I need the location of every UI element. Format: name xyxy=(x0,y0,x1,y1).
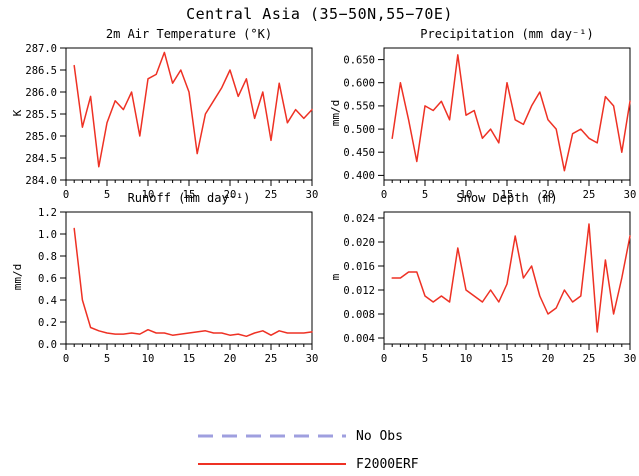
panel-snow-depth: Snow Depth (m) m 0 5 10 15 20 25 30 0.004 0.008 0… xyxy=(326,190,639,372)
svg-text:25: 25 xyxy=(265,189,278,201)
svg-text:284.0: 284.0 xyxy=(25,175,57,187)
figure-title: Central Asia (35−50N,55−70E) xyxy=(186,5,453,23)
svg-text:0.012: 0.012 xyxy=(343,285,375,297)
svg-text:25: 25 xyxy=(265,353,278,365)
no-obs-line-icon xyxy=(198,434,346,438)
precipitation-plot: 0 5 10 15 20 25 30 0.400 0.450 0.500 0.550 0.600 0.6… xyxy=(343,47,637,201)
svg-text:5: 5 xyxy=(422,189,428,201)
air-temperature-plot: 0 5 10 15 20 25 30 284.0 284.5 285.0 285.5 286.0 286… xyxy=(25,43,319,201)
svg-text:30: 30 xyxy=(624,189,637,201)
svg-text:0.2: 0.2 xyxy=(38,317,57,329)
svg-text:0.024: 0.024 xyxy=(343,213,375,225)
svg-text:285.5: 285.5 xyxy=(25,109,57,121)
svg-text:1.0: 1.0 xyxy=(38,229,57,241)
snow-depth-plot: 0 5 10 15 20 25 30 0.004 0.008 0.012 0.016 0.020 0.0… xyxy=(343,211,637,365)
chart-title-runoff: Runoff (mm day⁻¹) xyxy=(127,191,251,205)
svg-text:0.600: 0.600 xyxy=(343,78,375,90)
svg-text:0.450: 0.450 xyxy=(343,147,375,159)
legend: No Obs F2000ERF xyxy=(198,424,419,476)
svg-text:286.0: 286.0 xyxy=(25,87,57,99)
svg-text:15: 15 xyxy=(183,353,196,365)
svg-text:1.2: 1.2 xyxy=(38,207,57,219)
svg-text:0.4: 0.4 xyxy=(38,295,57,307)
panel-runoff: Runoff (mm day⁻¹) mm/d 0 5 10 15 20 25 30 0.0 0.… xyxy=(8,190,324,372)
svg-text:10: 10 xyxy=(460,189,473,201)
svg-text:0.008: 0.008 xyxy=(343,309,375,321)
svg-text:10: 10 xyxy=(142,189,155,201)
svg-text:25: 25 xyxy=(583,353,596,365)
svg-text:20: 20 xyxy=(542,353,555,365)
legend-label-f2000erf: F2000ERF xyxy=(356,456,419,472)
svg-text:20: 20 xyxy=(224,353,237,365)
f2000erf-line-icon xyxy=(198,463,346,465)
svg-text:0.550: 0.550 xyxy=(343,101,375,113)
svg-text:0.016: 0.016 xyxy=(343,261,375,273)
panel-precipitation: Precipitation (mm day⁻¹) mm/d 0 5 10 15 20 25… xyxy=(326,26,639,208)
svg-text:10: 10 xyxy=(460,353,473,365)
svg-text:0.500: 0.500 xyxy=(343,124,375,136)
svg-text:30: 30 xyxy=(306,189,319,201)
chart-title-air-temperature: 2m Air Temperature (°K) xyxy=(105,27,273,41)
chart-title-precipitation: Precipitation (mm day⁻¹) xyxy=(420,27,594,41)
svg-text:15: 15 xyxy=(501,189,514,201)
svg-text:286.5: 286.5 xyxy=(25,65,57,77)
svg-text:285.0: 285.0 xyxy=(25,131,57,143)
svg-text:30: 30 xyxy=(624,353,637,365)
svg-text:0.8: 0.8 xyxy=(38,251,57,263)
y-axis-label-snow-depth: m xyxy=(329,273,342,281)
svg-text:5: 5 xyxy=(104,353,110,365)
svg-text:0.0: 0.0 xyxy=(38,339,57,351)
svg-text:0.400: 0.400 xyxy=(343,170,375,182)
svg-text:15: 15 xyxy=(501,353,514,365)
svg-text:5: 5 xyxy=(422,353,428,365)
svg-text:0.650: 0.650 xyxy=(343,54,375,66)
runoff-plot: 0 5 10 15 20 25 30 0.0 0.2 0.4 0.6 0.8 1.0 1.2 xyxy=(38,207,319,365)
svg-text:0: 0 xyxy=(381,353,387,365)
chart-title-snow-depth: Snow Depth (m) xyxy=(456,191,558,205)
legend-label-no-obs: No Obs xyxy=(356,428,403,444)
svg-text:10: 10 xyxy=(142,353,155,365)
svg-text:5: 5 xyxy=(104,189,110,201)
svg-text:0: 0 xyxy=(63,189,69,201)
legend-item-f2000erf: F2000ERF xyxy=(198,452,419,476)
svg-text:0: 0 xyxy=(381,189,387,201)
svg-text:0.020: 0.020 xyxy=(343,237,375,249)
svg-text:284.5: 284.5 xyxy=(25,153,57,165)
svg-text:30: 30 xyxy=(306,353,319,365)
y-axis-label-runoff: mm/d xyxy=(11,263,24,291)
svg-text:0: 0 xyxy=(63,353,69,365)
svg-text:287.0: 287.0 xyxy=(25,43,57,55)
svg-text:0.004: 0.004 xyxy=(343,333,375,345)
svg-text:20: 20 xyxy=(542,189,555,201)
svg-text:0.6: 0.6 xyxy=(38,273,57,285)
panel-air-temperature: 2m Air Temperature (°K) K 0 5 10 15 20 25 30 28… xyxy=(8,26,324,208)
svg-text:25: 25 xyxy=(583,189,596,201)
y-axis-label-air-temperature: K xyxy=(11,109,24,117)
legend-item-no-obs: No Obs xyxy=(198,424,419,448)
svg-text:20: 20 xyxy=(224,189,237,201)
svg-text:15: 15 xyxy=(183,189,196,201)
y-axis-label-precipitation: mm/d xyxy=(329,99,342,127)
